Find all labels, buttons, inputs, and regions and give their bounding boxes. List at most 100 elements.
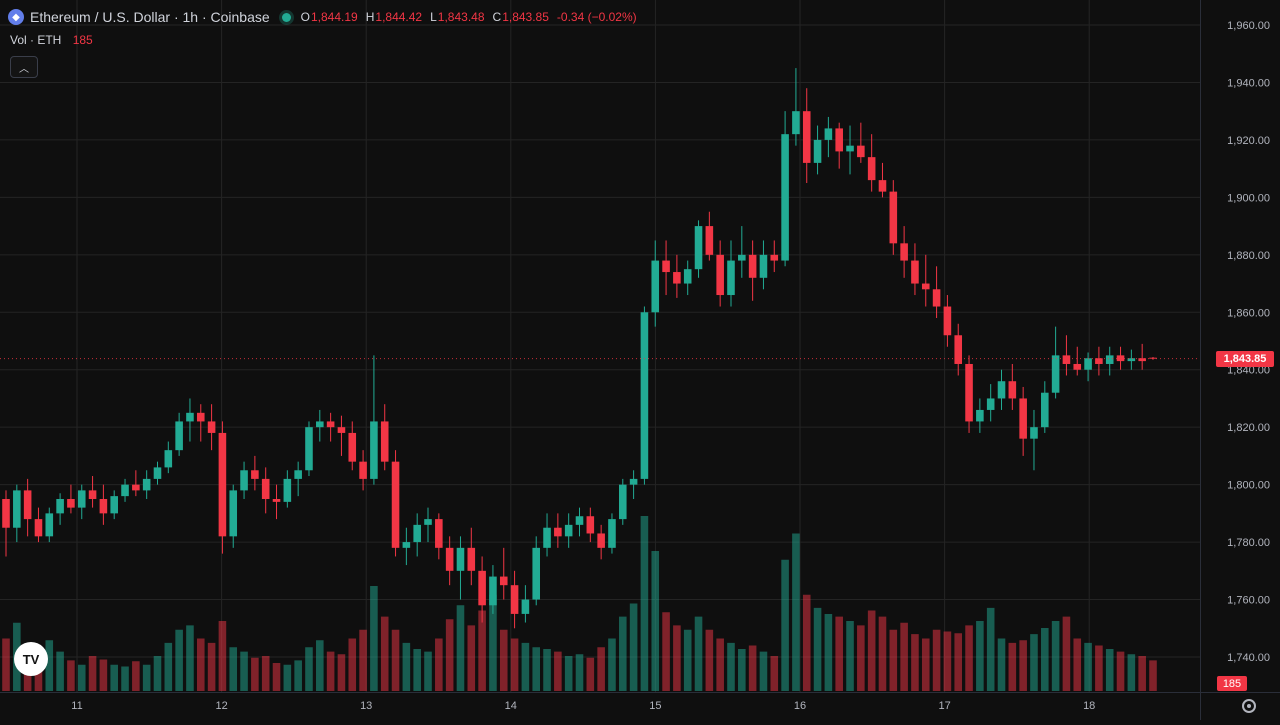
candle-body[interactable] (284, 479, 292, 502)
candle-body[interactable] (857, 146, 865, 157)
volume-bar[interactable] (1095, 646, 1103, 692)
volume-bar[interactable] (727, 643, 735, 691)
candle-body[interactable] (770, 255, 778, 261)
volume-bar[interactable] (738, 649, 746, 691)
candle-body[interactable] (727, 261, 735, 295)
candle-body[interactable] (316, 421, 324, 427)
tradingview-logo[interactable]: TV (14, 642, 48, 676)
candle-body[interactable] (273, 499, 281, 502)
candle-body[interactable] (251, 470, 259, 479)
volume-bar[interactable] (143, 665, 151, 691)
volume-bar[interactable] (770, 656, 778, 691)
volume-bar[interactable] (457, 605, 465, 691)
volume-bar[interactable] (868, 611, 876, 692)
volume-bar[interactable] (327, 652, 335, 691)
volume-bar[interactable] (651, 551, 659, 691)
volume-bar[interactable] (543, 649, 551, 691)
candle-body[interactable] (1063, 355, 1071, 364)
candle-body[interactable] (781, 134, 789, 260)
volume-bar[interactable] (630, 604, 638, 692)
volume-bar[interactable] (803, 595, 811, 691)
candle-body[interactable] (587, 516, 595, 533)
candle-body[interactable] (803, 111, 811, 163)
candle-body[interactable] (543, 528, 551, 548)
volume-bar[interactable] (1128, 654, 1136, 691)
candle-body[interactable] (641, 312, 649, 479)
candle-body[interactable] (911, 261, 919, 284)
volume-bar[interactable] (641, 516, 649, 691)
volume-bar[interactable] (825, 614, 833, 691)
volume-bar[interactable] (208, 643, 216, 691)
candle-body[interactable] (576, 516, 584, 525)
candle-body[interactable] (229, 490, 237, 536)
volume-bar[interactable] (695, 617, 703, 691)
candle-body[interactable] (78, 490, 86, 507)
candle-body[interactable] (522, 600, 530, 614)
volume-bar[interactable] (446, 619, 454, 691)
volume-bar[interactable] (890, 630, 898, 691)
volume-bar[interactable] (706, 630, 714, 691)
volume-bar[interactable] (1073, 639, 1081, 692)
candle-body[interactable] (900, 243, 908, 260)
volume-bar[interactable] (165, 643, 173, 691)
volume-bar[interactable] (78, 665, 86, 691)
candle-body[interactable] (597, 533, 605, 547)
candle-body[interactable] (976, 410, 984, 421)
volume-bar[interactable] (219, 621, 227, 691)
candle-body[interactable] (13, 490, 21, 527)
candle-body[interactable] (208, 421, 216, 432)
candle-body[interactable] (662, 261, 670, 272)
volume-bar[interactable] (565, 656, 573, 691)
volume-bar[interactable] (1149, 660, 1157, 691)
candle-body[interactable] (922, 284, 930, 290)
candle-body[interactable] (305, 427, 313, 470)
volume-bar[interactable] (478, 611, 486, 692)
volume-bar[interactable] (392, 630, 400, 691)
volume-bar[interactable] (662, 612, 670, 691)
candle-body[interactable] (197, 413, 205, 422)
candle-body[interactable] (835, 128, 843, 151)
volume-bar[interactable] (56, 652, 64, 691)
volume-bar[interactable] (511, 639, 519, 692)
candle-body[interactable] (630, 479, 638, 485)
volume-bar[interactable] (284, 665, 292, 691)
candle-body[interactable] (67, 499, 75, 508)
candle-body[interactable] (965, 364, 973, 421)
candle-body[interactable] (933, 289, 941, 306)
volume-bar[interactable] (608, 639, 616, 692)
candle-body[interactable] (403, 542, 411, 548)
volume-bar[interactable] (1117, 652, 1125, 691)
candle-body[interactable] (1041, 393, 1049, 427)
candle-body[interactable] (695, 226, 703, 269)
volume-bar[interactable] (403, 643, 411, 691)
candle-body[interactable] (1009, 381, 1017, 398)
candle-body[interactable] (890, 192, 898, 244)
volume-bar[interactable] (1041, 628, 1049, 691)
volume-bar[interactable] (251, 658, 259, 691)
volume-bar[interactable] (781, 560, 789, 691)
volume-bar[interactable] (100, 660, 108, 692)
volume-bar[interactable] (532, 647, 540, 691)
volume-bar[interactable] (121, 667, 129, 692)
volume-bar[interactable] (576, 654, 584, 691)
volume-bar[interactable] (338, 654, 346, 691)
candle-body[interactable] (468, 548, 476, 571)
candle-body[interactable] (143, 479, 151, 490)
collapse-legend-button[interactable]: ︿ (10, 56, 38, 78)
candle-body[interactable] (175, 421, 183, 450)
candle-body[interactable] (879, 180, 887, 191)
volume-bar[interactable] (597, 647, 605, 691)
candle-body[interactable] (944, 307, 952, 336)
candle-body[interactable] (1052, 355, 1060, 392)
volume-bar[interactable] (673, 625, 681, 691)
volume-bar[interactable] (900, 623, 908, 691)
candle-body[interactable] (327, 421, 335, 427)
candle-body[interactable] (814, 140, 822, 163)
candle-body[interactable] (511, 585, 519, 614)
volume-bar[interactable] (359, 630, 367, 691)
candle-body[interactable] (262, 479, 270, 499)
volume-bar[interactable] (273, 663, 281, 691)
candle-body[interactable] (1019, 398, 1027, 438)
